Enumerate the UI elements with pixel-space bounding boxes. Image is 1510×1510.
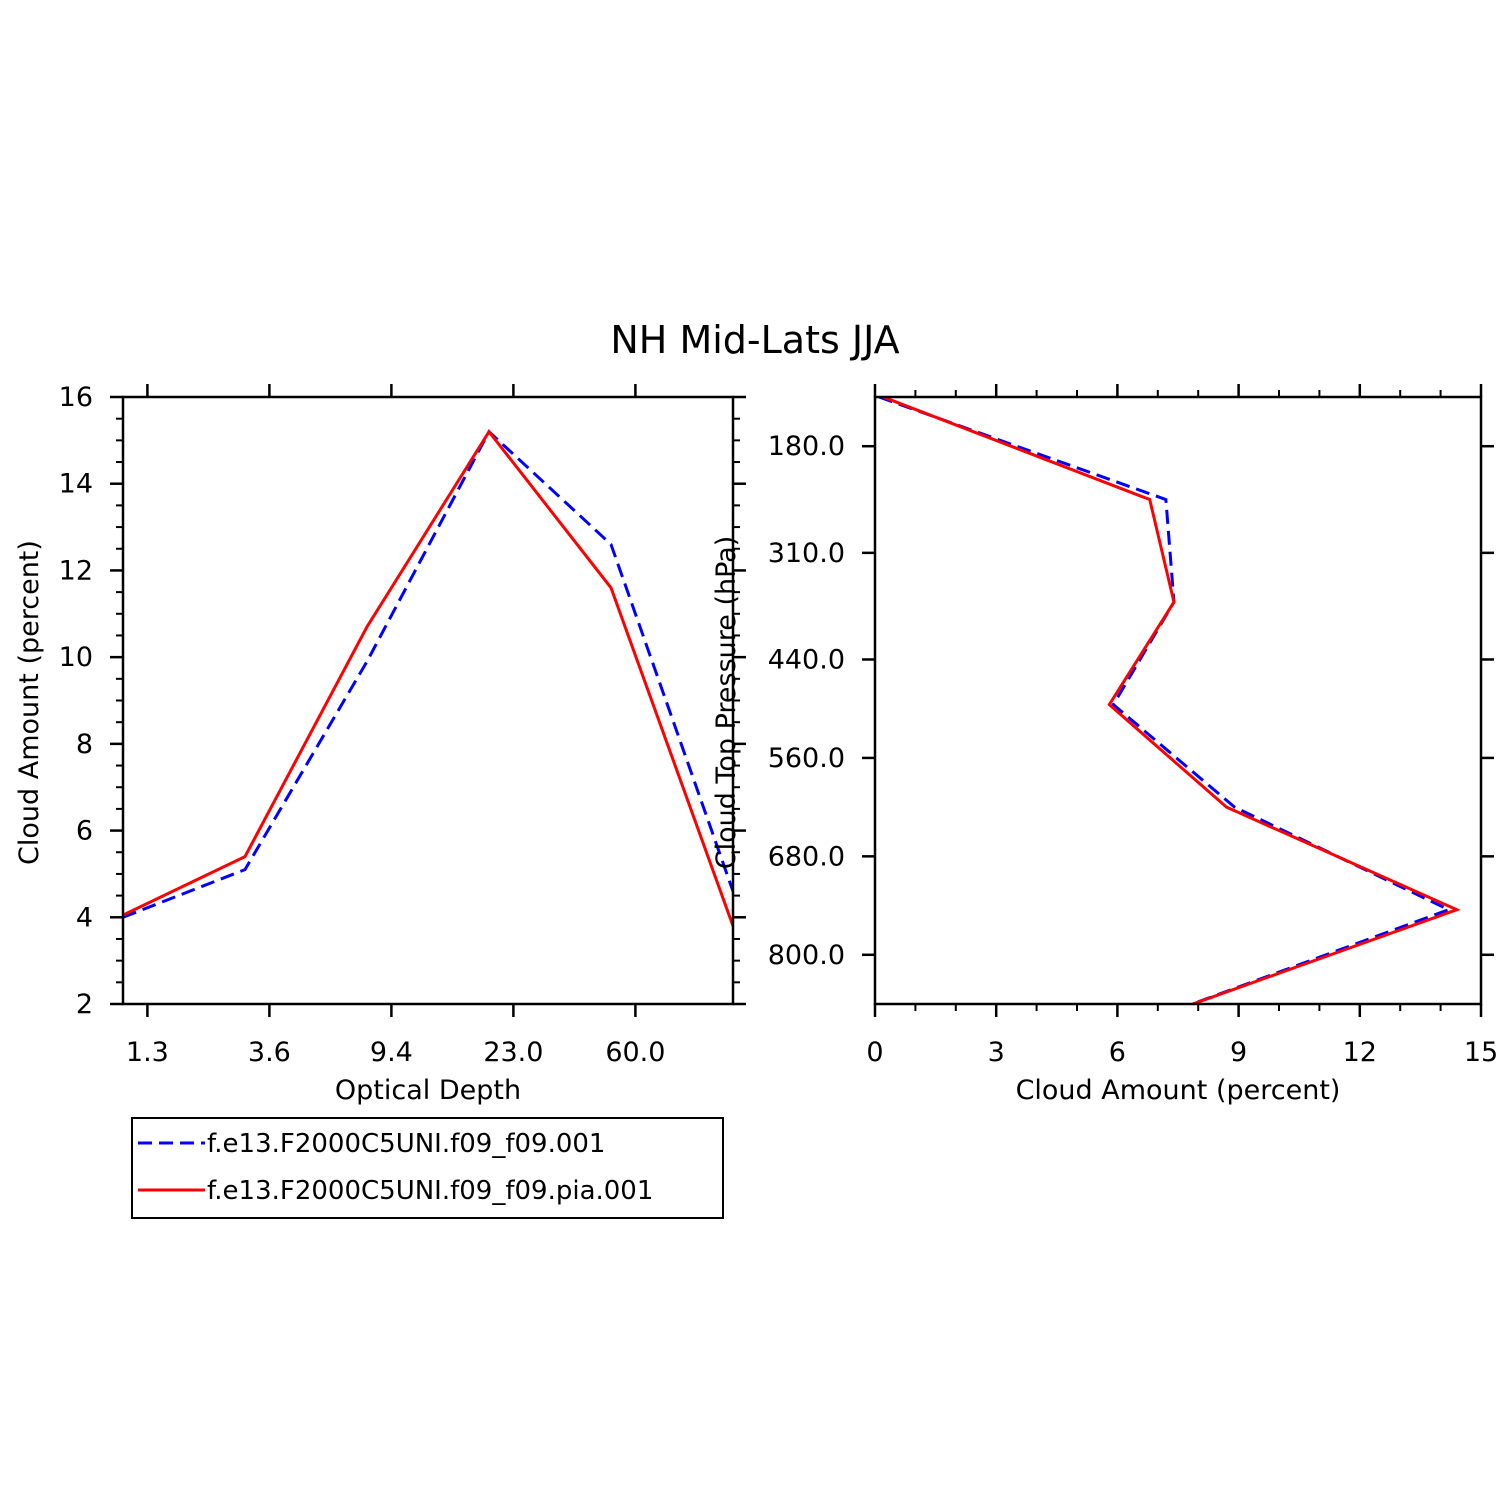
chart-title: NH Mid-Lats JJA [610, 318, 899, 362]
left-series-line-1 [123, 429, 733, 919]
legend-frame [131, 1117, 724, 1219]
right-ytick-label: 560.0 [768, 743, 845, 774]
left-ytick-label: 6 [76, 816, 93, 847]
left-xtick-label: 1.3 [126, 1037, 169, 1068]
right-plot-frame [873, 395, 1483, 1006]
right-series-line-1 [878, 397, 1453, 1004]
right-y-axis-label: Cloud Top Pressure (hPa) [711, 536, 742, 870]
left-ytick-label: 14 [59, 469, 93, 500]
right-panel-cloud-top-pressure: 180.0 310.0 440.0 560.0 680.0 800.0 0 3 6 9 12 15 Cl… [711, 384, 1498, 1106]
right-x-axis-label: Cloud Amount (percent) [1016, 1075, 1341, 1106]
right-xtick-label: 12 [1343, 1037, 1377, 1068]
left-series-line-2 [123, 429, 733, 927]
legend-label-series-1: f.e13.F2000C5UNI.f09_f09.001 [207, 1129, 605, 1159]
left-ytick-label: 2 [76, 989, 93, 1020]
left-ytick-label: 16 [59, 382, 93, 413]
right-ytick-label: 310.0 [768, 538, 845, 569]
right-xtick-label: 0 [866, 1037, 883, 1068]
left-ytick-label: 12 [59, 555, 93, 586]
legend: f.e13.F2000C5UNI.f09_f09.001 f.e13.F2000… [131, 1117, 724, 1219]
left-x-axis-label: Optical Depth [335, 1075, 521, 1106]
right-series-line-2 [882, 397, 1461, 1004]
left-xtick-label: 60.0 [605, 1037, 665, 1068]
right-ytick-label: 180.0 [768, 431, 845, 462]
left-xtick-label: 3.6 [248, 1037, 291, 1068]
right-ytick-label: 440.0 [768, 644, 845, 675]
left-panel-optical-depth: 2 4 6 8 10 12 14 16 1.3 3.6 9.4 23.0 60.0 Optical Dep… [14, 382, 746, 1106]
left-plot-frame [121, 395, 735, 1006]
right-xtick-label: 3 [988, 1037, 1005, 1068]
left-y-axis-label: Cloud Amount (percent) [14, 540, 45, 865]
left-ytick-label: 10 [59, 642, 93, 673]
left-ytick-label: 4 [76, 902, 93, 933]
legend-label-series-2: f.e13.F2000C5UNI.f09_f09.pia.001 [207, 1176, 653, 1206]
left-ytick-label: 8 [76, 729, 93, 760]
left-xtick-label: 9.4 [370, 1037, 413, 1068]
right-xtick-label: 9 [1230, 1037, 1247, 1068]
right-xtick-label: 6 [1109, 1037, 1126, 1068]
left-xtick-label: 23.0 [483, 1037, 543, 1068]
right-ytick-label: 680.0 [768, 841, 845, 872]
right-ytick-label: 800.0 [768, 940, 845, 971]
right-xtick-label: 15 [1464, 1037, 1498, 1068]
